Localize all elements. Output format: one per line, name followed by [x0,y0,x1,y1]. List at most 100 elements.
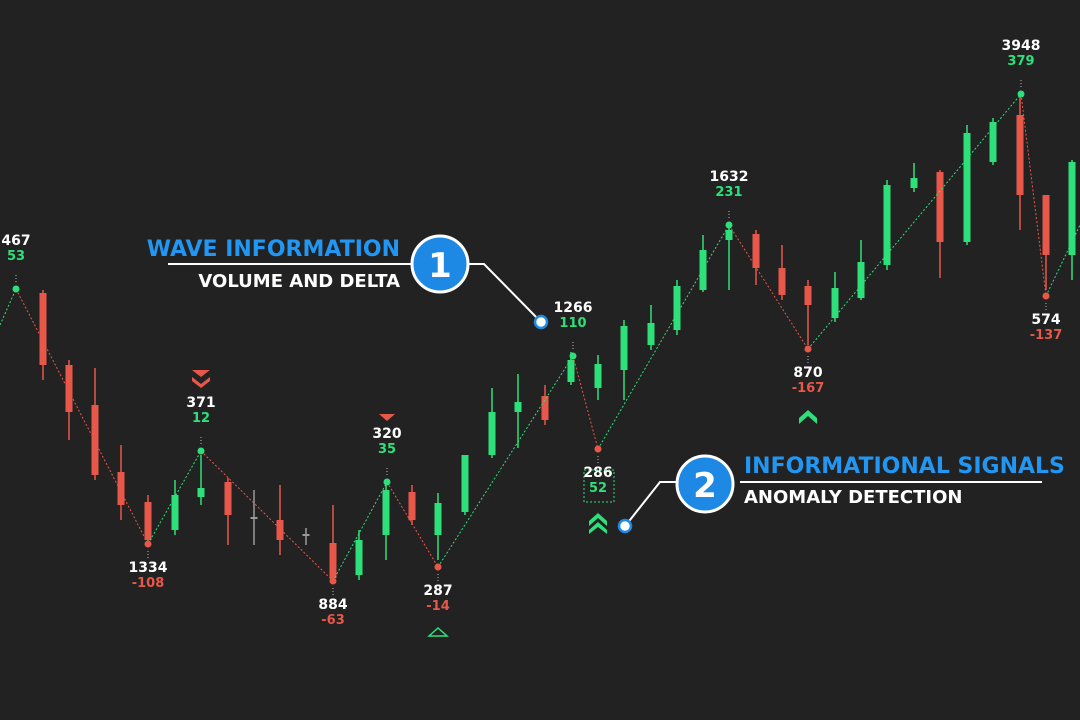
wave-delta: 110 [559,316,586,331]
callout-title: INFORMATIONAL SIGNALS [744,454,1065,479]
wave-delta: -137 [1030,328,1063,343]
wave-volume: 320 [372,426,401,442]
candle-body [594,364,602,388]
callout-subtitle: VOLUME AND DELTA [198,271,400,292]
pivot-dot [383,478,391,486]
candle-body [804,286,812,305]
wave-delta: 35 [378,442,396,457]
pivot-dot [569,352,577,360]
candle-body [224,482,232,515]
wave-segment [597,224,730,450]
wave-delta: -14 [426,599,450,614]
candle-body [408,492,416,520]
bull-signal [427,626,449,637]
pivot-dot [594,445,602,453]
callout-badge [675,454,735,514]
bear-signal [192,370,210,388]
wave-labels: 467531334-10837112884-6332035287-1412661… [1,38,1062,628]
candle-body [778,268,786,295]
bear-signal [379,414,395,421]
wave-volume: 574 [1031,312,1060,328]
candle-body [647,323,655,345]
wave-volume: 3948 [1002,38,1041,54]
candle-body [989,122,997,162]
wave-delta: 379 [1007,54,1034,69]
candle-body [910,178,918,188]
wave-segment [200,450,334,582]
wave-volume: 287 [423,583,452,599]
candle-body [276,520,284,540]
wave-segment [1020,93,1047,297]
candle-body [936,172,944,242]
pivot-dot [804,345,812,353]
wave-segment [0,288,17,326]
pivot-dot [329,577,337,585]
candle-body [488,412,496,455]
candle-body [1016,115,1024,195]
callout-number: 1 [428,246,452,286]
wave-delta: 53 [7,249,25,264]
candle-body [434,503,442,535]
pivot-dot [434,563,442,571]
callout-dot [533,314,549,330]
candle-body [752,234,760,268]
wave-volume: 286 [583,465,612,481]
wave-segment [728,224,809,350]
candle-body [514,402,522,412]
candle-body [1068,162,1076,255]
wave-segment [147,450,202,545]
callout-dot [617,518,633,534]
candle-body [39,293,47,365]
candle-body [963,133,971,242]
candle-body [699,250,707,290]
candle-body [355,540,363,575]
candle-body [725,230,733,240]
wave-delta: -108 [132,576,165,591]
candle-body [91,405,99,475]
wave-segment [807,93,1022,350]
callout-connector [466,263,541,322]
wave-segment [386,481,439,568]
candle-body [250,517,258,519]
zigzag [0,78,1080,597]
candle-body [1042,195,1050,255]
candle-body [382,490,390,535]
wave-segment [1045,224,1080,297]
callout-number: 2 [693,466,717,506]
wave-delta: -167 [792,381,825,396]
signals [192,370,817,637]
wave-volume: 884 [318,597,347,613]
pivot-dot [12,285,20,293]
candle-body [329,543,337,578]
wave-segment [572,355,599,450]
callout: 2 INFORMATIONAL SIGNALS ANOMALY DETECTIO… [617,454,1065,534]
candle-body [541,396,549,420]
candle-body [857,262,865,298]
candle-body [171,495,179,530]
candle-body [620,326,628,370]
wave-segment [437,355,574,568]
callout-title: WAVE INFORMATION [147,237,400,262]
wave-volume: 371 [186,395,215,411]
callout-connector [625,481,678,526]
candle-body [673,286,681,330]
wave-delta: 12 [192,411,210,426]
wave-volume: 1632 [710,169,749,185]
candle-body [302,534,310,536]
wave-volume: 467 [1,233,30,249]
candle-body [65,365,73,412]
wave-segment [332,481,388,582]
candle-body [831,288,839,318]
candle-body [144,502,152,540]
callout: 1 WAVE INFORMATION VOLUME AND DELTA [147,234,549,330]
wave-volume: 870 [793,365,822,381]
callout-subtitle: ANOMALY DETECTION [744,487,962,508]
candle-body [197,488,205,497]
pivot-dot [1042,292,1050,300]
candle-body [461,455,469,512]
wave-delta: 52 [589,481,607,496]
pivot-dot [725,221,733,229]
wave-volume: 1266 [554,300,593,316]
candles [39,94,1076,582]
